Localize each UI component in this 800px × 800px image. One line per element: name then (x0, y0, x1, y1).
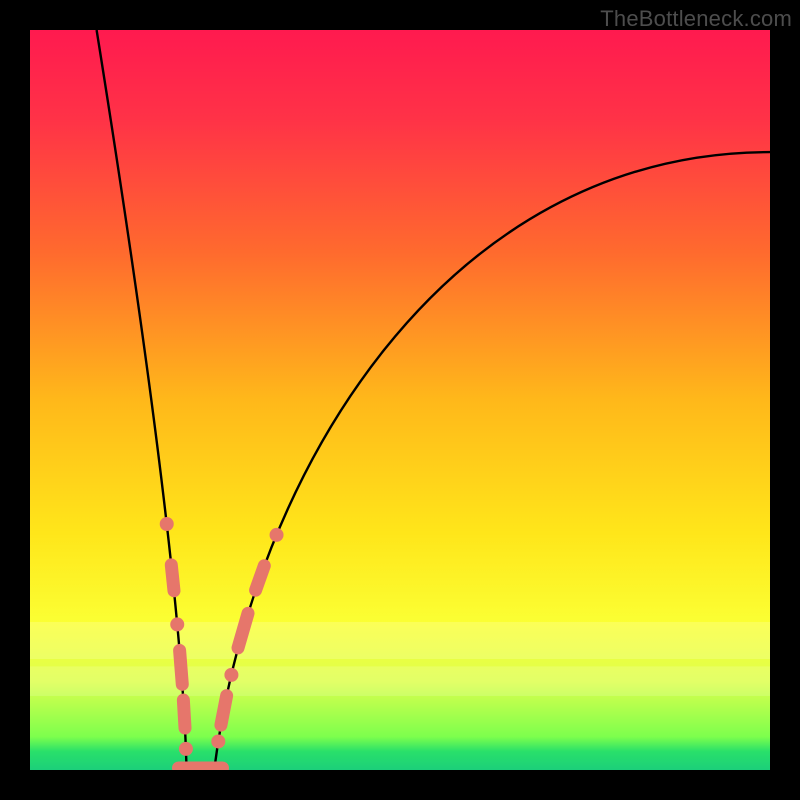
marker-dot (160, 517, 174, 531)
marker-dot (224, 668, 238, 682)
marker-pill (180, 650, 183, 684)
marker-dot (170, 617, 184, 631)
marker-pill (221, 696, 227, 725)
marker-pill (183, 700, 185, 728)
marker-dot (211, 734, 225, 748)
marker-dot (270, 528, 284, 542)
bottleneck-chart-svg (30, 30, 770, 770)
marker-dot (179, 742, 193, 756)
chart-plot-area (30, 30, 770, 770)
light-wash-bands (30, 622, 770, 696)
chart-frame: TheBottleneck.com (0, 0, 800, 800)
marker-pill (256, 566, 265, 590)
marker-pill (171, 565, 174, 591)
watermark-text: TheBottleneck.com (600, 6, 792, 32)
